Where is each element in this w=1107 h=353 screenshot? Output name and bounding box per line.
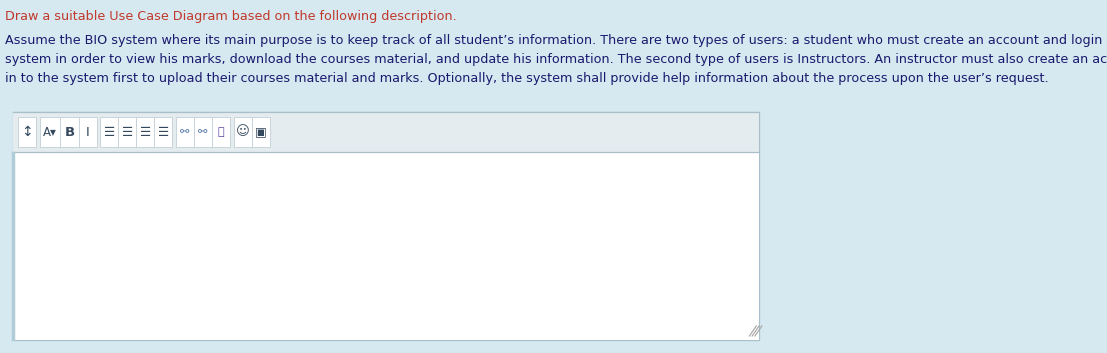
Text: Assume the BIO system where its main purpose is to keep track of all student’s i: Assume the BIO system where its main pur… — [4, 34, 1107, 47]
Bar — [12, 112, 759, 340]
Text: ⬛: ⬛ — [218, 127, 225, 137]
Bar — [194, 117, 213, 147]
Text: ⚯: ⚯ — [198, 127, 208, 137]
Bar — [40, 117, 61, 147]
Text: A▾: A▾ — [43, 126, 56, 138]
Bar — [12, 152, 759, 340]
Text: ↕: ↕ — [21, 125, 33, 139]
Bar — [118, 117, 136, 147]
Text: ⚯: ⚯ — [180, 127, 189, 137]
Bar — [213, 117, 230, 147]
Text: ▣: ▣ — [255, 126, 267, 138]
Text: in to the system first to upload their courses material and marks. Optionally, t: in to the system first to upload their c… — [4, 72, 1048, 85]
Text: ☰: ☰ — [104, 126, 115, 138]
Bar — [251, 117, 270, 147]
Bar — [154, 117, 173, 147]
Text: B: B — [64, 126, 74, 138]
Bar — [234, 117, 251, 147]
Text: ☺: ☺ — [236, 126, 249, 138]
Text: ☰: ☰ — [157, 126, 169, 138]
Bar — [12, 112, 759, 152]
Bar — [100, 117, 118, 147]
Text: I: I — [85, 126, 90, 138]
Text: system in order to view his marks, download the courses material, and update his: system in order to view his marks, downl… — [4, 53, 1107, 66]
Text: ☰: ☰ — [122, 126, 133, 138]
Bar — [176, 117, 194, 147]
Bar — [79, 117, 96, 147]
Bar — [136, 117, 154, 147]
Text: Draw a suitable Use Case Diagram based on the following description.: Draw a suitable Use Case Diagram based o… — [4, 10, 456, 23]
Text: ☰: ☰ — [139, 126, 151, 138]
Bar — [61, 117, 79, 147]
Bar — [18, 117, 37, 147]
